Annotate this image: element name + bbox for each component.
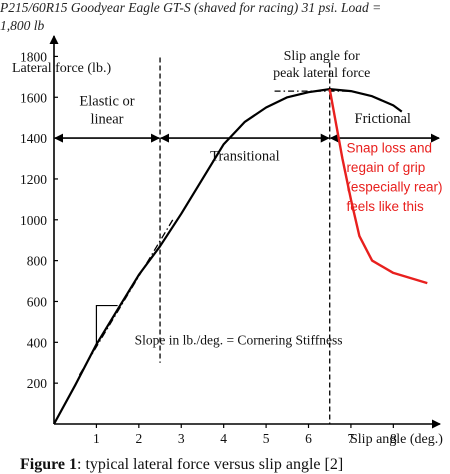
y-axis-label: Lateral force (lb.)	[12, 61, 111, 76]
slope-triangle	[95, 304, 118, 347]
series-line-lateral-force	[53, 88, 403, 425]
x-tick-label: 6	[305, 431, 312, 446]
y-tick-label: 600	[27, 294, 48, 309]
y-tick-label: 400	[27, 335, 48, 350]
y-tick-label: 1600	[20, 90, 47, 105]
region-label: Frictional	[355, 111, 411, 127]
snap-loss-annotation: Snap loss and regain of grip (especially r…	[346, 140, 442, 214]
figure-caption-text: : typical lateral force versus slip angl…	[77, 456, 344, 473]
region-label: Transitional	[210, 149, 280, 165]
figure-caption: Figure 1: typical lateral force versus s…	[20, 456, 450, 474]
x-tick-label: 1	[93, 431, 100, 446]
cornering-stiffness-label: Slope in lb./deg. = Cornering Stiffness	[135, 332, 343, 347]
x-tick-label: 3	[178, 431, 185, 446]
chart-subtitle-line-1: P215/60R15 Goodyear Eagle GT-S (shaved f…	[0, 0, 382, 15]
x-tick-label: 7	[348, 431, 355, 446]
x-tick-label: 8	[390, 431, 397, 446]
x-tick-label: 4	[220, 431, 227, 446]
series-line-snap-loss	[328, 88, 428, 285]
chart-subtitle-line-2: 1,800 lb	[0, 18, 45, 33]
x-axis-label: Slip angle (deg.)	[350, 432, 443, 447]
figure-caption-number: Figure 1	[20, 456, 78, 473]
peak-lateral-force-label: Slip angle for peak lateral force	[273, 49, 370, 81]
x-tick-label: 5	[263, 431, 270, 446]
y-tick-label: 1400	[20, 131, 47, 146]
region-label: Elastic or linear	[79, 93, 134, 127]
lateral-force-chart: 1 2 3 4 5 6 7 8 200 400 600 800 1000 1200 1400 1600 180…	[12, 35, 443, 447]
y-tick-label: 1800	[20, 49, 47, 64]
y-tick-label: 1200	[20, 172, 47, 187]
x-tick-label: 2	[135, 431, 142, 446]
y-tick-label: 200	[27, 376, 48, 391]
y-tick-label: 800	[27, 254, 48, 269]
y-tick-label: 1000	[20, 213, 47, 228]
